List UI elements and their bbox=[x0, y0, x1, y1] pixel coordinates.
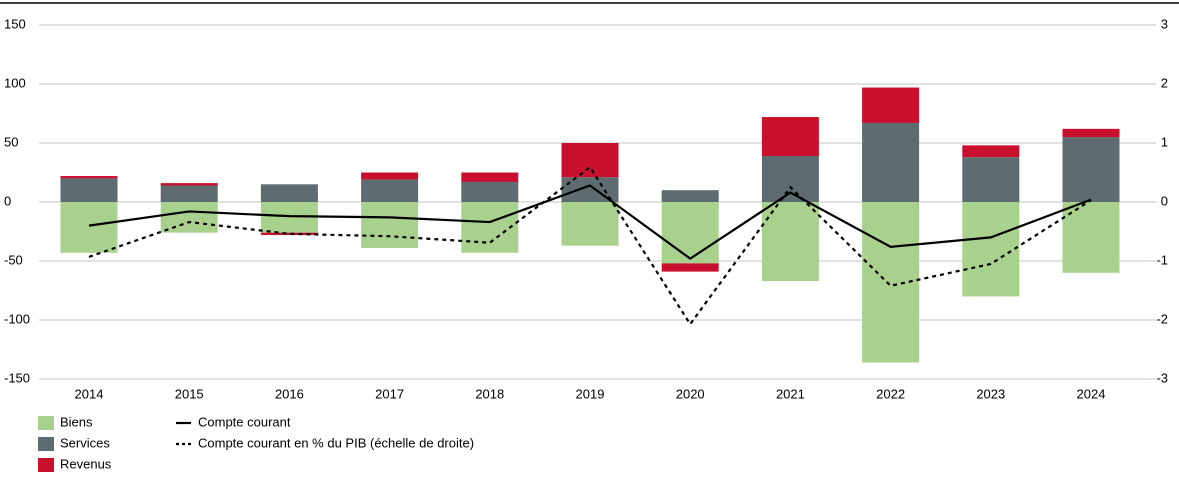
x-tick-label: 2014 bbox=[75, 386, 104, 401]
y-tick-label: -100 bbox=[4, 311, 30, 326]
x-tick-label: 2015 bbox=[175, 386, 204, 401]
bar bbox=[661, 190, 719, 202]
bar bbox=[962, 157, 1020, 202]
bar bbox=[862, 122, 920, 202]
bar bbox=[962, 145, 1020, 158]
bar bbox=[160, 202, 218, 233]
y-tick-label: 0 bbox=[4, 193, 11, 208]
bar bbox=[160, 183, 218, 186]
y2-tick-label: 1 bbox=[1161, 134, 1168, 149]
line bbox=[88, 184, 1092, 260]
x-tick-label: 2017 bbox=[375, 386, 404, 401]
legend-label: Revenus bbox=[60, 456, 112, 471]
legend-label: Services bbox=[60, 435, 110, 450]
legend-swatch bbox=[38, 416, 54, 430]
y2-tick-label: -1 bbox=[1156, 252, 1168, 267]
legend-swatch bbox=[38, 437, 54, 451]
bar bbox=[761, 155, 819, 202]
bar bbox=[761, 117, 819, 156]
bar bbox=[260, 232, 318, 236]
bar bbox=[260, 184, 318, 202]
x-tick-label: 2020 bbox=[676, 386, 705, 401]
bar bbox=[661, 263, 719, 272]
bar bbox=[60, 176, 118, 179]
bar bbox=[561, 202, 619, 246]
bar bbox=[862, 87, 920, 123]
y-tick-label: -150 bbox=[4, 370, 30, 385]
x-tick-label: 2024 bbox=[1077, 386, 1106, 401]
bar bbox=[160, 185, 218, 202]
x-tick-label: 2021 bbox=[776, 386, 805, 401]
bar bbox=[561, 143, 619, 178]
bar bbox=[1062, 202, 1120, 273]
bar bbox=[361, 172, 419, 180]
bar bbox=[1062, 128, 1120, 138]
x-tick-label: 2023 bbox=[976, 386, 1005, 401]
y-tick-label: 50 bbox=[4, 134, 18, 149]
bar bbox=[60, 178, 118, 202]
bar bbox=[1062, 137, 1120, 202]
legend-label: Biens bbox=[60, 414, 93, 429]
bar bbox=[361, 179, 419, 202]
y2-tick-label: -2 bbox=[1156, 311, 1168, 326]
bar bbox=[60, 202, 118, 253]
bar bbox=[461, 172, 519, 182]
y-tick-label: 100 bbox=[4, 75, 26, 90]
y-tick-label: -50 bbox=[4, 252, 23, 267]
bar bbox=[962, 202, 1020, 297]
x-tick-label: 2018 bbox=[475, 386, 504, 401]
legend-label: Compte courant bbox=[198, 414, 291, 429]
bar bbox=[361, 202, 419, 249]
y2-tick-label: 2 bbox=[1161, 75, 1168, 90]
legend-swatch bbox=[38, 458, 54, 472]
y-tick-label: 150 bbox=[4, 16, 26, 31]
legend-label: Compte courant en % du PIB (échelle de d… bbox=[198, 435, 474, 450]
x-tick-label: 2022 bbox=[876, 386, 905, 401]
x-tick-label: 2019 bbox=[576, 386, 605, 401]
y2-tick-label: -3 bbox=[1156, 370, 1168, 385]
bar bbox=[461, 181, 519, 202]
bar bbox=[661, 202, 719, 264]
bar bbox=[761, 202, 819, 282]
y2-tick-label: 3 bbox=[1161, 16, 1168, 31]
x-tick-label: 2016 bbox=[275, 386, 304, 401]
y2-tick-label: 0 bbox=[1161, 193, 1168, 208]
